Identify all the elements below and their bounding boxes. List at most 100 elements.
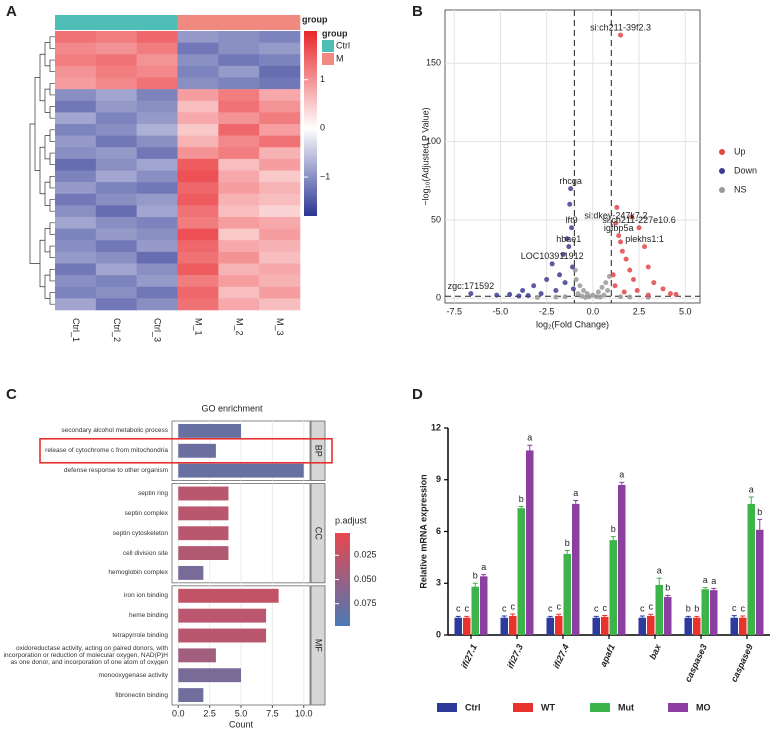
heat-cell [177,77,219,90]
heat-cell [95,228,137,241]
heat-cell [218,240,260,253]
heat-cell [95,147,137,160]
point [538,291,544,297]
bar [178,688,204,703]
heat-cell [218,54,260,67]
error-bar [619,481,625,485]
error-bar [685,615,691,618]
error-bar [694,615,700,618]
heat-cell [95,158,137,171]
panel-label: B [412,3,423,20]
group-annotation [136,15,178,30]
legend-swatch [668,703,688,712]
heat-cell [136,158,178,171]
category-label-text: fibronectin binding [115,691,168,699]
heat-cell [177,112,219,125]
point [560,251,566,257]
heat-cell [218,193,260,206]
legend-label: Up [734,146,746,156]
heat-cell [259,263,301,276]
heat-cell [95,100,137,113]
heat-cell [136,112,178,125]
point [570,264,575,270]
significance-letter: c [502,603,507,613]
legend-label: MO [696,702,711,712]
heat-cell [55,240,97,253]
point [575,291,581,297]
heat-cell [55,100,97,113]
heat-cell [218,42,260,55]
heat-cell [177,217,219,229]
y-tick-label: 3 [436,578,441,588]
heat-cell [95,112,137,125]
heat-cell [259,170,301,183]
category-label: cell division site [123,550,168,557]
point [568,186,574,192]
x-axis-title: log₂(Fold Change) [536,319,609,329]
bar [454,617,462,635]
bar [710,590,718,635]
heat-cell [259,65,301,78]
y-tick-label: 6 [436,526,441,536]
significance-letter: b [757,507,762,517]
heat-cell [259,217,301,229]
point [520,287,526,293]
plot-background [444,9,701,304]
category-label: monooxygenase activity [98,671,168,679]
heat-cell [218,100,260,113]
point-label: si:dkey-247k7.2 [584,210,647,220]
y-tick-label: 50 [431,214,441,224]
heat-cell [55,193,97,206]
significance-letter: a [657,565,662,575]
error-bar [455,615,461,618]
significance-letter: c [456,604,461,614]
heat-cell [259,147,301,160]
heat-cell [259,205,301,218]
heat-cell [259,42,301,55]
legend-label: Ctrl [336,40,350,50]
significance-letter: c [732,603,737,613]
column-label: Ctrl_3 [153,318,163,342]
point [569,225,575,231]
category-label-text: oxidoreductase activity, acting on paire… [3,645,168,666]
error-bar [556,613,562,617]
heat-cell [177,147,219,160]
heat-cell [55,217,97,229]
heat-cell [95,205,137,218]
x-tick-label: 2.5 [633,306,646,316]
bar [463,617,471,635]
heat-cell [55,205,97,218]
significance-letter: b [694,604,699,614]
heat-cell [136,251,178,264]
heat-cell [259,158,301,171]
significance-letter: b [473,571,478,581]
bar [563,553,571,635]
heat-cell [177,263,219,276]
bar [480,576,488,635]
category-label-text: defense response to other organism [63,467,168,475]
category-label: defense response to other organism [63,467,168,475]
column-label: Ctrl_1 [71,318,81,342]
group-annotation [95,15,137,30]
point [616,233,622,239]
color-scale [304,31,317,216]
category-label: tetrapyrrole binding [112,632,168,639]
significance-letter: a [481,562,486,572]
heat-cell [218,135,260,148]
heat-cell [218,298,260,311]
point [621,289,627,295]
heat-cell [55,135,97,148]
point [623,256,629,262]
point [531,283,537,289]
legend-swatch [590,703,610,712]
bar [756,529,764,635]
legend-swatch [719,149,725,155]
heat-cell [55,298,97,311]
category-label-text: hemoglobin complex [108,569,168,577]
category-label-text: monooxygenase activity [98,671,168,679]
point [601,292,607,298]
heat-cell [55,147,97,160]
panel-label: C [6,386,17,403]
bar [471,586,479,635]
heat-cell [218,263,260,276]
